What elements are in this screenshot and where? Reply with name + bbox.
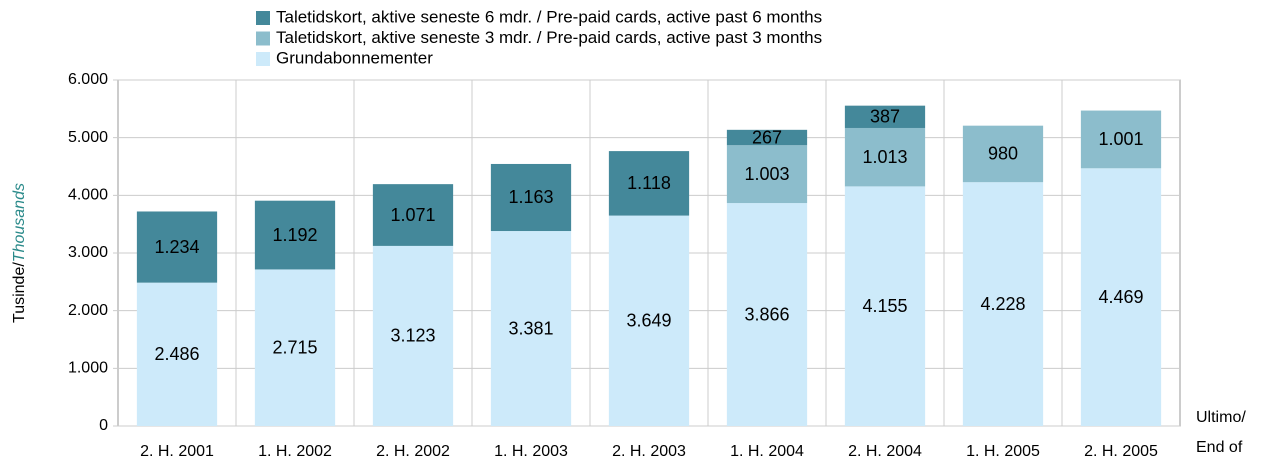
legend-swatch	[256, 52, 270, 66]
bar-segment	[136, 282, 218, 426]
bar-segment	[254, 269, 336, 426]
bar-segment	[844, 105, 926, 128]
data-label: 1.003	[744, 164, 789, 184]
data-label: 267	[752, 127, 782, 147]
x-tick-label: 2. H. 2003	[612, 443, 686, 460]
bar-segment	[490, 163, 572, 232]
y-tick-label: 0	[99, 417, 108, 434]
data-label: 2.715	[272, 337, 317, 357]
data-label: 3.866	[744, 304, 789, 324]
data-label: 1.192	[272, 225, 317, 245]
legend-swatch	[256, 31, 270, 46]
bar-segment	[726, 203, 808, 426]
legend-label: Taletidskort, aktive seneste 3 mdr. / Pr…	[276, 28, 822, 47]
bar-segment	[962, 125, 1044, 183]
y-tick-label: 4.000	[68, 187, 108, 204]
y-tick-label: 5.000	[68, 129, 108, 146]
bar-segment	[608, 151, 690, 216]
bar-segment	[844, 186, 926, 426]
y-axis-label: Tusinde/Thousands	[11, 183, 28, 323]
x-tick-label: 2. H. 2001	[140, 443, 214, 460]
x-tick-label: 2. H. 2002	[376, 443, 450, 460]
x-tick-label: 1. H. 2004	[730, 443, 804, 460]
x-tick-label: 2. H. 2004	[848, 443, 922, 460]
bar-segment	[372, 184, 454, 246]
bar-segment	[136, 211, 218, 283]
data-label: 1.013	[862, 147, 907, 167]
y-tick-label: 3.000	[68, 244, 108, 261]
bar-segment	[962, 182, 1044, 426]
bar-segment	[490, 231, 572, 426]
data-label: 2.486	[154, 344, 199, 364]
bar-segment	[844, 127, 926, 187]
bar-segment	[1080, 110, 1162, 169]
data-label: 3.649	[626, 311, 671, 331]
bar-segment	[1080, 168, 1162, 427]
y-tick-label: 1.000	[68, 360, 108, 377]
x-axis-label: End of	[1196, 439, 1243, 456]
data-label: 4.469	[1098, 287, 1143, 307]
bar-segment	[608, 215, 690, 426]
legend-swatch	[256, 11, 270, 25]
legend-label: Taletidskort, aktive seneste 6 mdr. / Pr…	[276, 7, 822, 26]
x-tick-label: 1. H. 2003	[494, 443, 568, 460]
data-label: 3.381	[508, 318, 553, 338]
x-tick-label: 1. H. 2005	[966, 443, 1040, 460]
data-label: 3.123	[390, 326, 435, 346]
x-axis-label: Ultimo/	[1196, 409, 1246, 426]
x-tick-label: 2. H. 2005	[1084, 443, 1158, 460]
data-label: 1.118	[627, 173, 671, 193]
data-label: 387	[870, 107, 900, 127]
data-label: 1.001	[1098, 129, 1143, 149]
y-tick-label: 6.000	[68, 71, 108, 88]
legend-label: Grundabonnementer	[276, 48, 433, 67]
data-label: 980	[988, 144, 1018, 164]
bar-segment	[372, 245, 454, 426]
data-label: 1.234	[154, 237, 199, 257]
bar-segment	[254, 200, 336, 270]
data-label: 1.163	[508, 187, 553, 207]
data-label: 4.155	[862, 296, 907, 316]
y-tick-label: 2.000	[68, 302, 108, 319]
data-label: 4.228	[980, 294, 1025, 314]
bar-segment	[726, 145, 808, 204]
x-tick-label: 1. H. 2002	[258, 443, 332, 460]
bar-segment	[726, 129, 808, 146]
data-label: 1.071	[390, 205, 435, 225]
